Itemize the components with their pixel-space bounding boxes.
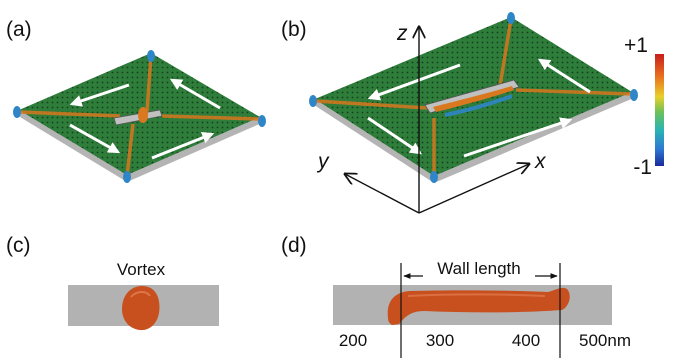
- panel-d-core-highlight: [407, 293, 546, 297]
- arrow-icon: [463, 117, 573, 158]
- x-axis: [418, 164, 529, 214]
- arrow-icon: [69, 83, 130, 107]
- wall-length-label: Wall length: [437, 259, 520, 278]
- x-axis-label: x: [534, 150, 547, 173]
- arrow-icon: [151, 131, 215, 160]
- arrow-icon: [69, 123, 121, 154]
- wall-length-label-bg: [423, 258, 535, 280]
- panel-b-elongated-core: [433, 86, 514, 112]
- panel-c-vortex-label: Vortex: [117, 260, 166, 279]
- panel-a: (a): [6, 18, 266, 183]
- tick-label: 300: [426, 331, 454, 350]
- panel-a-arrows: [69, 78, 221, 160]
- panel-b-film: [309, 12, 638, 183]
- panel-d-label: (d): [281, 234, 307, 257]
- panel-b-axes: z y x: [316, 22, 547, 214]
- panel-a-film: [13, 50, 266, 183]
- panel-b-negative-core-region: [444, 94, 513, 117]
- panel-c-label: (c): [6, 234, 31, 257]
- tick-label: 500nm: [579, 331, 631, 350]
- panel-b-label: (b): [281, 18, 307, 41]
- panel-b-domain-walls: [314, 18, 633, 177]
- colorbar-gradient: [655, 54, 664, 166]
- panel-d-wall-core: [387, 287, 570, 325]
- tick-label: 400: [512, 331, 540, 350]
- colorbar: +1 -1: [624, 34, 664, 179]
- panel-d-ticks: 200 300 400 500nm: [339, 331, 631, 350]
- panel-b-vertices: [309, 12, 638, 183]
- arrow-icon: [367, 116, 422, 155]
- arrow-icon: [537, 58, 591, 94]
- panel-b: (b): [281, 12, 638, 214]
- panel-d: (d) Wall length 200 300 400 500nm: [281, 234, 631, 358]
- panel-a-vortex-core: [138, 107, 148, 123]
- panel-c: (c) Vortex: [6, 234, 219, 331]
- tick-label: 200: [339, 331, 367, 350]
- panel-a-vertices: [13, 50, 266, 183]
- colorbar-min-label: -1: [633, 156, 652, 179]
- y-axis: [345, 174, 420, 214]
- panel-b-arrows: [367, 58, 591, 158]
- panel-a-domain-walls: [18, 54, 261, 177]
- colorbar-max-label: +1: [624, 34, 648, 57]
- z-axis-label: z: [396, 22, 408, 45]
- arrow-icon: [169, 78, 221, 110]
- y-axis-label: y: [316, 150, 330, 173]
- panel-a-label: (a): [6, 18, 32, 41]
- arrow-icon: [367, 63, 461, 101]
- panel-c-core-highlight: [130, 291, 151, 298]
